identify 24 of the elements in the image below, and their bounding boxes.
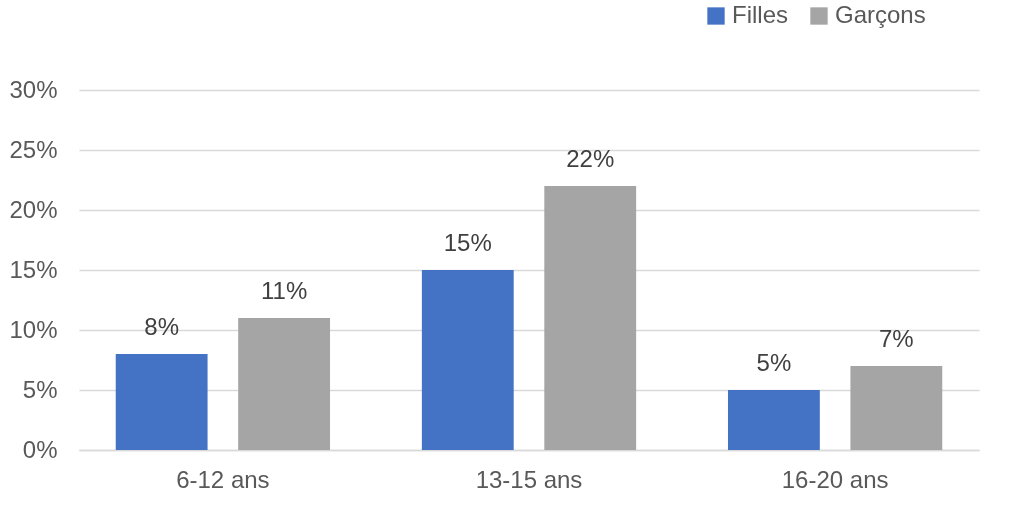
y-tick-label: 30% [9,75,58,103]
data-label: 5% [756,349,792,376]
bar [238,318,331,450]
data-label: 15% [443,229,492,256]
y-tick-label: 5% [22,375,58,403]
bar [727,390,820,450]
y-tick-label: 10% [9,315,58,343]
y-tick-label: 0% [22,435,58,463]
data-label: 22% [566,145,615,172]
x-tick-label: 13-15 ans [475,465,583,493]
data-label: 11% [260,277,308,304]
legend-label: Filles [732,1,789,28]
y-tick-label: 15% [9,255,58,283]
bar [115,354,208,450]
bar [850,366,943,450]
bar [544,186,637,450]
bar [421,270,514,450]
y-tick-label: 20% [9,195,58,223]
data-label: 8% [144,313,179,340]
x-tick-label: 6-12 ans [176,465,270,493]
y-tick-label: 25% [9,135,58,163]
x-tick-label: 16-20 ans [781,465,889,493]
legend-label: Garçons [835,1,926,28]
data-label: 7% [879,325,914,352]
